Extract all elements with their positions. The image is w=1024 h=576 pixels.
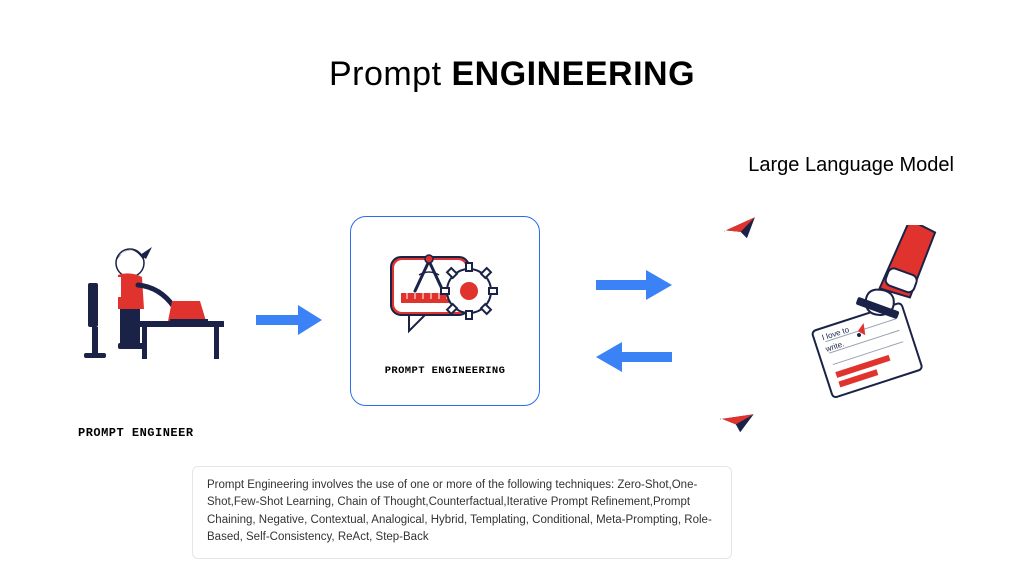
prompt-engineering-box: PROMPT ENGINEERING [350,216,540,406]
paper-plane-icon [720,408,756,441]
page-title: Prompt ENGINEERING [0,55,1024,94]
techniques-description: Prompt Engineering involves the use of o… [192,466,732,559]
title-light: Prompt [329,55,452,93]
prompt-engineering-icon [385,239,505,344]
prompt-engineer-illustration [78,235,228,375]
paper-plane-icon [724,215,760,248]
prompt-engineer-label: PROMPT ENGINEER [78,426,194,440]
arrow-right-icon [254,303,324,337]
llm-label: Large Language Model [748,154,954,177]
arrow-left-icon [594,340,674,374]
title-bold: ENGINEERING [452,55,696,93]
center-box-label: PROMPT ENGINEERING [351,365,539,377]
arrow-right-icon [594,268,674,302]
llm-writing-illustration: I love to write. [787,225,962,400]
